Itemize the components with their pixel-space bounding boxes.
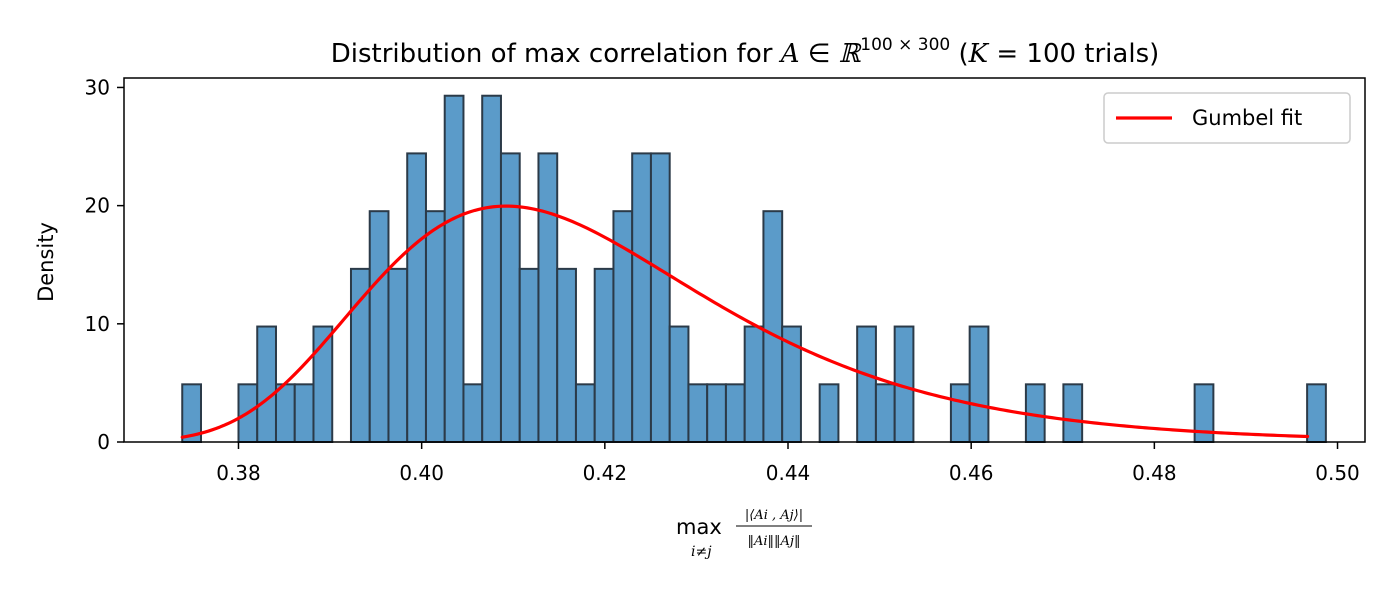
y-tick-label: 20 [85,194,110,218]
x-axis-label: max i≠j |⟨Ai , Aj⟩| ‖Ai‖‖Aj‖ [676,508,812,560]
histogram-bar [406,152,427,443]
histogram-bar [818,383,840,443]
histogram-bar [518,267,540,444]
histogram-bar [706,383,727,443]
legend-label-gumbel-fit: Gumbel fit [1192,106,1302,130]
histogram-bar [556,267,577,444]
y-tick-label: 30 [85,75,110,99]
histogram-bar [743,325,765,444]
x-axis-ticks: 0.38 0.40 0.42 0.44 0.46 0.48 0.50 [216,442,1360,485]
histogram-bar [856,325,877,444]
histogram-bar [1306,383,1327,443]
histogram-bar [649,152,671,443]
y-axis-label: Density [34,222,58,302]
x-label-denominator: ‖Ai‖‖Aj‖ [748,534,801,549]
histogram-bar [274,383,296,443]
x-label-subscript: i≠j [691,544,712,560]
x-tick-label: 0.44 [766,461,811,485]
histogram-bar [631,152,652,443]
x-tick-label: 0.40 [399,461,444,485]
legend-box [1103,92,1351,144]
histogram-bar [574,383,596,443]
histogram-bar [593,267,615,444]
gumbel-fit-line [180,204,1310,439]
histogram-bar [481,94,502,444]
y-tick-label: 10 [85,312,110,336]
y-axis-ticks: 0 10 20 30 [85,75,124,454]
histogram-bar [462,383,484,443]
histogram-bar [1062,383,1084,443]
y-tick-label: 0 [97,430,110,454]
histogram-bar [499,152,521,443]
chart-title: Distribution of max correlation for A ∈ … [331,35,1160,69]
histogram-bar [668,325,690,444]
x-label-operator: max [676,515,722,539]
histogram-bar [724,383,746,443]
histogram-bar [293,383,315,443]
histogram-bar [968,325,990,444]
legend: Gumbel fit [1103,92,1351,144]
x-label-numerator: |⟨Ai , Aj⟩| [745,508,803,523]
x-tick-label: 0.42 [583,461,628,485]
histogram-bar [874,383,896,443]
histogram-bar [762,210,784,443]
histogram-bar [949,383,971,443]
histogram-bar [368,210,390,443]
histogram-bar [443,94,465,444]
x-tick-label: 0.46 [949,461,994,485]
x-tick-label: 0.50 [1315,461,1360,485]
histogram-bar [687,383,709,443]
histogram-bar [537,152,559,443]
histogram-bar [256,325,277,444]
plot-frame [123,77,1366,443]
histogram-bar [424,210,446,443]
histogram-bar [387,267,409,444]
x-tick-label: 0.38 [216,461,261,485]
x-tick-label: 0.48 [1132,461,1177,485]
histogram-bars [181,94,1327,444]
